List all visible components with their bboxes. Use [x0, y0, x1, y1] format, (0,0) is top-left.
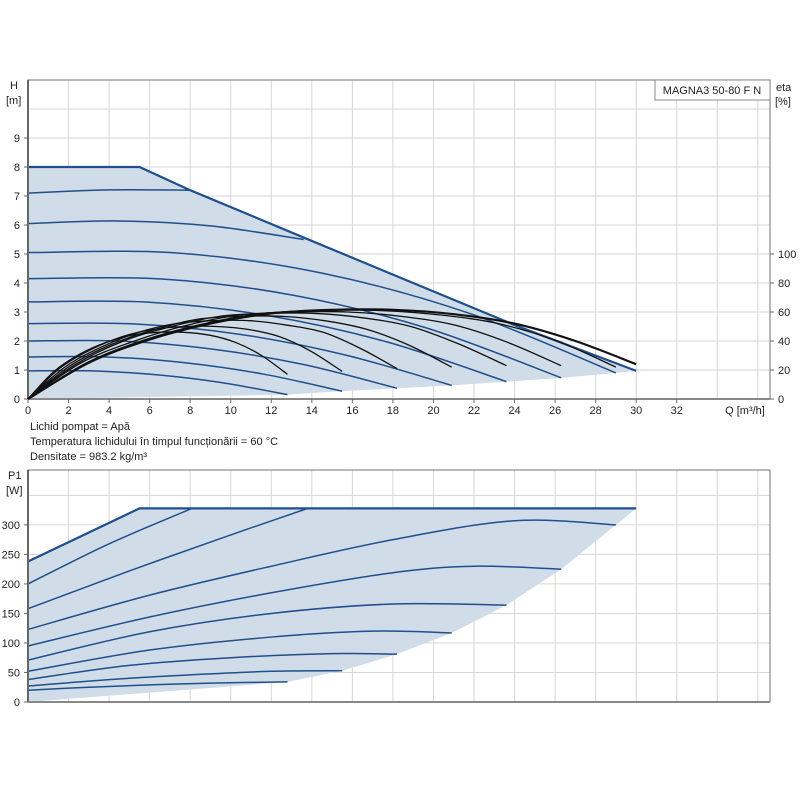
- y-axis-unit: [W]: [6, 485, 23, 497]
- y2-tick-label: 80: [778, 278, 790, 290]
- efficiency-curve-8: [27, 308, 637, 400]
- y-tick-label: 150: [2, 608, 20, 620]
- product-label-box: [654, 79, 771, 101]
- info-temperature: Temperatura lichidului în timpul funcțio…: [30, 436, 279, 448]
- head-curve-8: [27, 220, 304, 241]
- power-curve-7: [27, 519, 616, 631]
- y-axis-unit: [m]: [6, 95, 21, 107]
- y-tick-label: 1: [14, 365, 20, 377]
- y-tick-label: 0: [14, 697, 20, 709]
- efficiency-curve-1: [27, 331, 288, 400]
- power-curve-6: [27, 565, 562, 647]
- x-tick-label: 10: [225, 405, 237, 417]
- y-tick-label: 200: [2, 579, 20, 591]
- y-tick-label: 3: [14, 307, 20, 319]
- x-tick-label: 24: [508, 405, 520, 417]
- y-tick-label: 300: [2, 520, 20, 532]
- y2-tick-label: 20: [778, 365, 790, 377]
- x-tick-label: 18: [387, 405, 399, 417]
- y-tick-label: 50: [8, 667, 20, 679]
- x-tick-label: 2: [65, 405, 71, 417]
- y-tick-label: 6: [14, 220, 20, 232]
- power-curve-9: [27, 507, 193, 585]
- x-tick-label: 16: [346, 405, 358, 417]
- power-curve-5: [27, 602, 507, 661]
- y-axis-label: H: [10, 80, 18, 92]
- y-tick-label: 2: [14, 336, 20, 348]
- power-curve-4: [27, 630, 452, 673]
- power-curve-2: [27, 669, 343, 687]
- x-tick-label: 28: [590, 405, 602, 417]
- head-curve-9: [27, 189, 191, 194]
- power-curve-1: [27, 681, 288, 691]
- y-tick-label: 5: [14, 249, 20, 261]
- y-tick-label: 8: [14, 162, 20, 174]
- x-tick-label: 22: [468, 405, 480, 417]
- head-curve-6: [27, 276, 562, 379]
- head-curve-3: [27, 339, 398, 389]
- x-tick-label: 20: [427, 405, 439, 417]
- info-liquid: Lichid pompat = Apă: [30, 421, 130, 433]
- x-tick-label: 8: [187, 405, 193, 417]
- x-tick-label: 4: [106, 405, 112, 417]
- x-tick-label: 0: [25, 405, 31, 417]
- y-tick-label: 9: [14, 133, 20, 145]
- operating-area: [28, 508, 637, 702]
- y-tick-label: 4: [14, 278, 20, 290]
- head-curve-4: [27, 322, 452, 387]
- y-tick-label: 7: [14, 191, 20, 203]
- y2-tick-label: 100: [778, 249, 796, 261]
- x-tick-label: 30: [630, 405, 642, 417]
- x-axis-label: Q [m³/h]: [725, 405, 765, 417]
- max-power-curve: [27, 507, 637, 563]
- power-curve-8: [27, 507, 309, 610]
- y-tick-label: 250: [2, 549, 20, 561]
- y-axis-label: P1: [8, 470, 21, 482]
- x-tick-label: 6: [147, 405, 153, 417]
- x-tick-label: 32: [671, 405, 683, 417]
- y2-tick-label: 60: [778, 307, 790, 319]
- head-curve-7: [27, 250, 617, 374]
- x-tick-label: 26: [549, 405, 561, 417]
- product-label: MAGNA3 50-80 F N: [663, 85, 761, 97]
- efficiency-curve-2: [27, 325, 343, 400]
- y2-tick-label: 0: [778, 394, 784, 406]
- y-tick-label: 0: [14, 394, 20, 406]
- max-head-curve: [28, 165, 637, 372]
- info-density: Densitate = 983.2 kg/m³: [30, 451, 148, 463]
- efficiency-curve-3: [27, 319, 398, 400]
- y2-axis-unit: [%]: [775, 96, 791, 108]
- operating-area: [28, 167, 637, 399]
- x-tick-label: 12: [265, 405, 277, 417]
- y-tick-label: 100: [2, 638, 20, 650]
- x-tick-label: 14: [306, 405, 318, 417]
- y2-axis-label: eta: [776, 82, 792, 94]
- y2-tick-label: 40: [778, 336, 790, 348]
- power-curve-3: [27, 652, 397, 681]
